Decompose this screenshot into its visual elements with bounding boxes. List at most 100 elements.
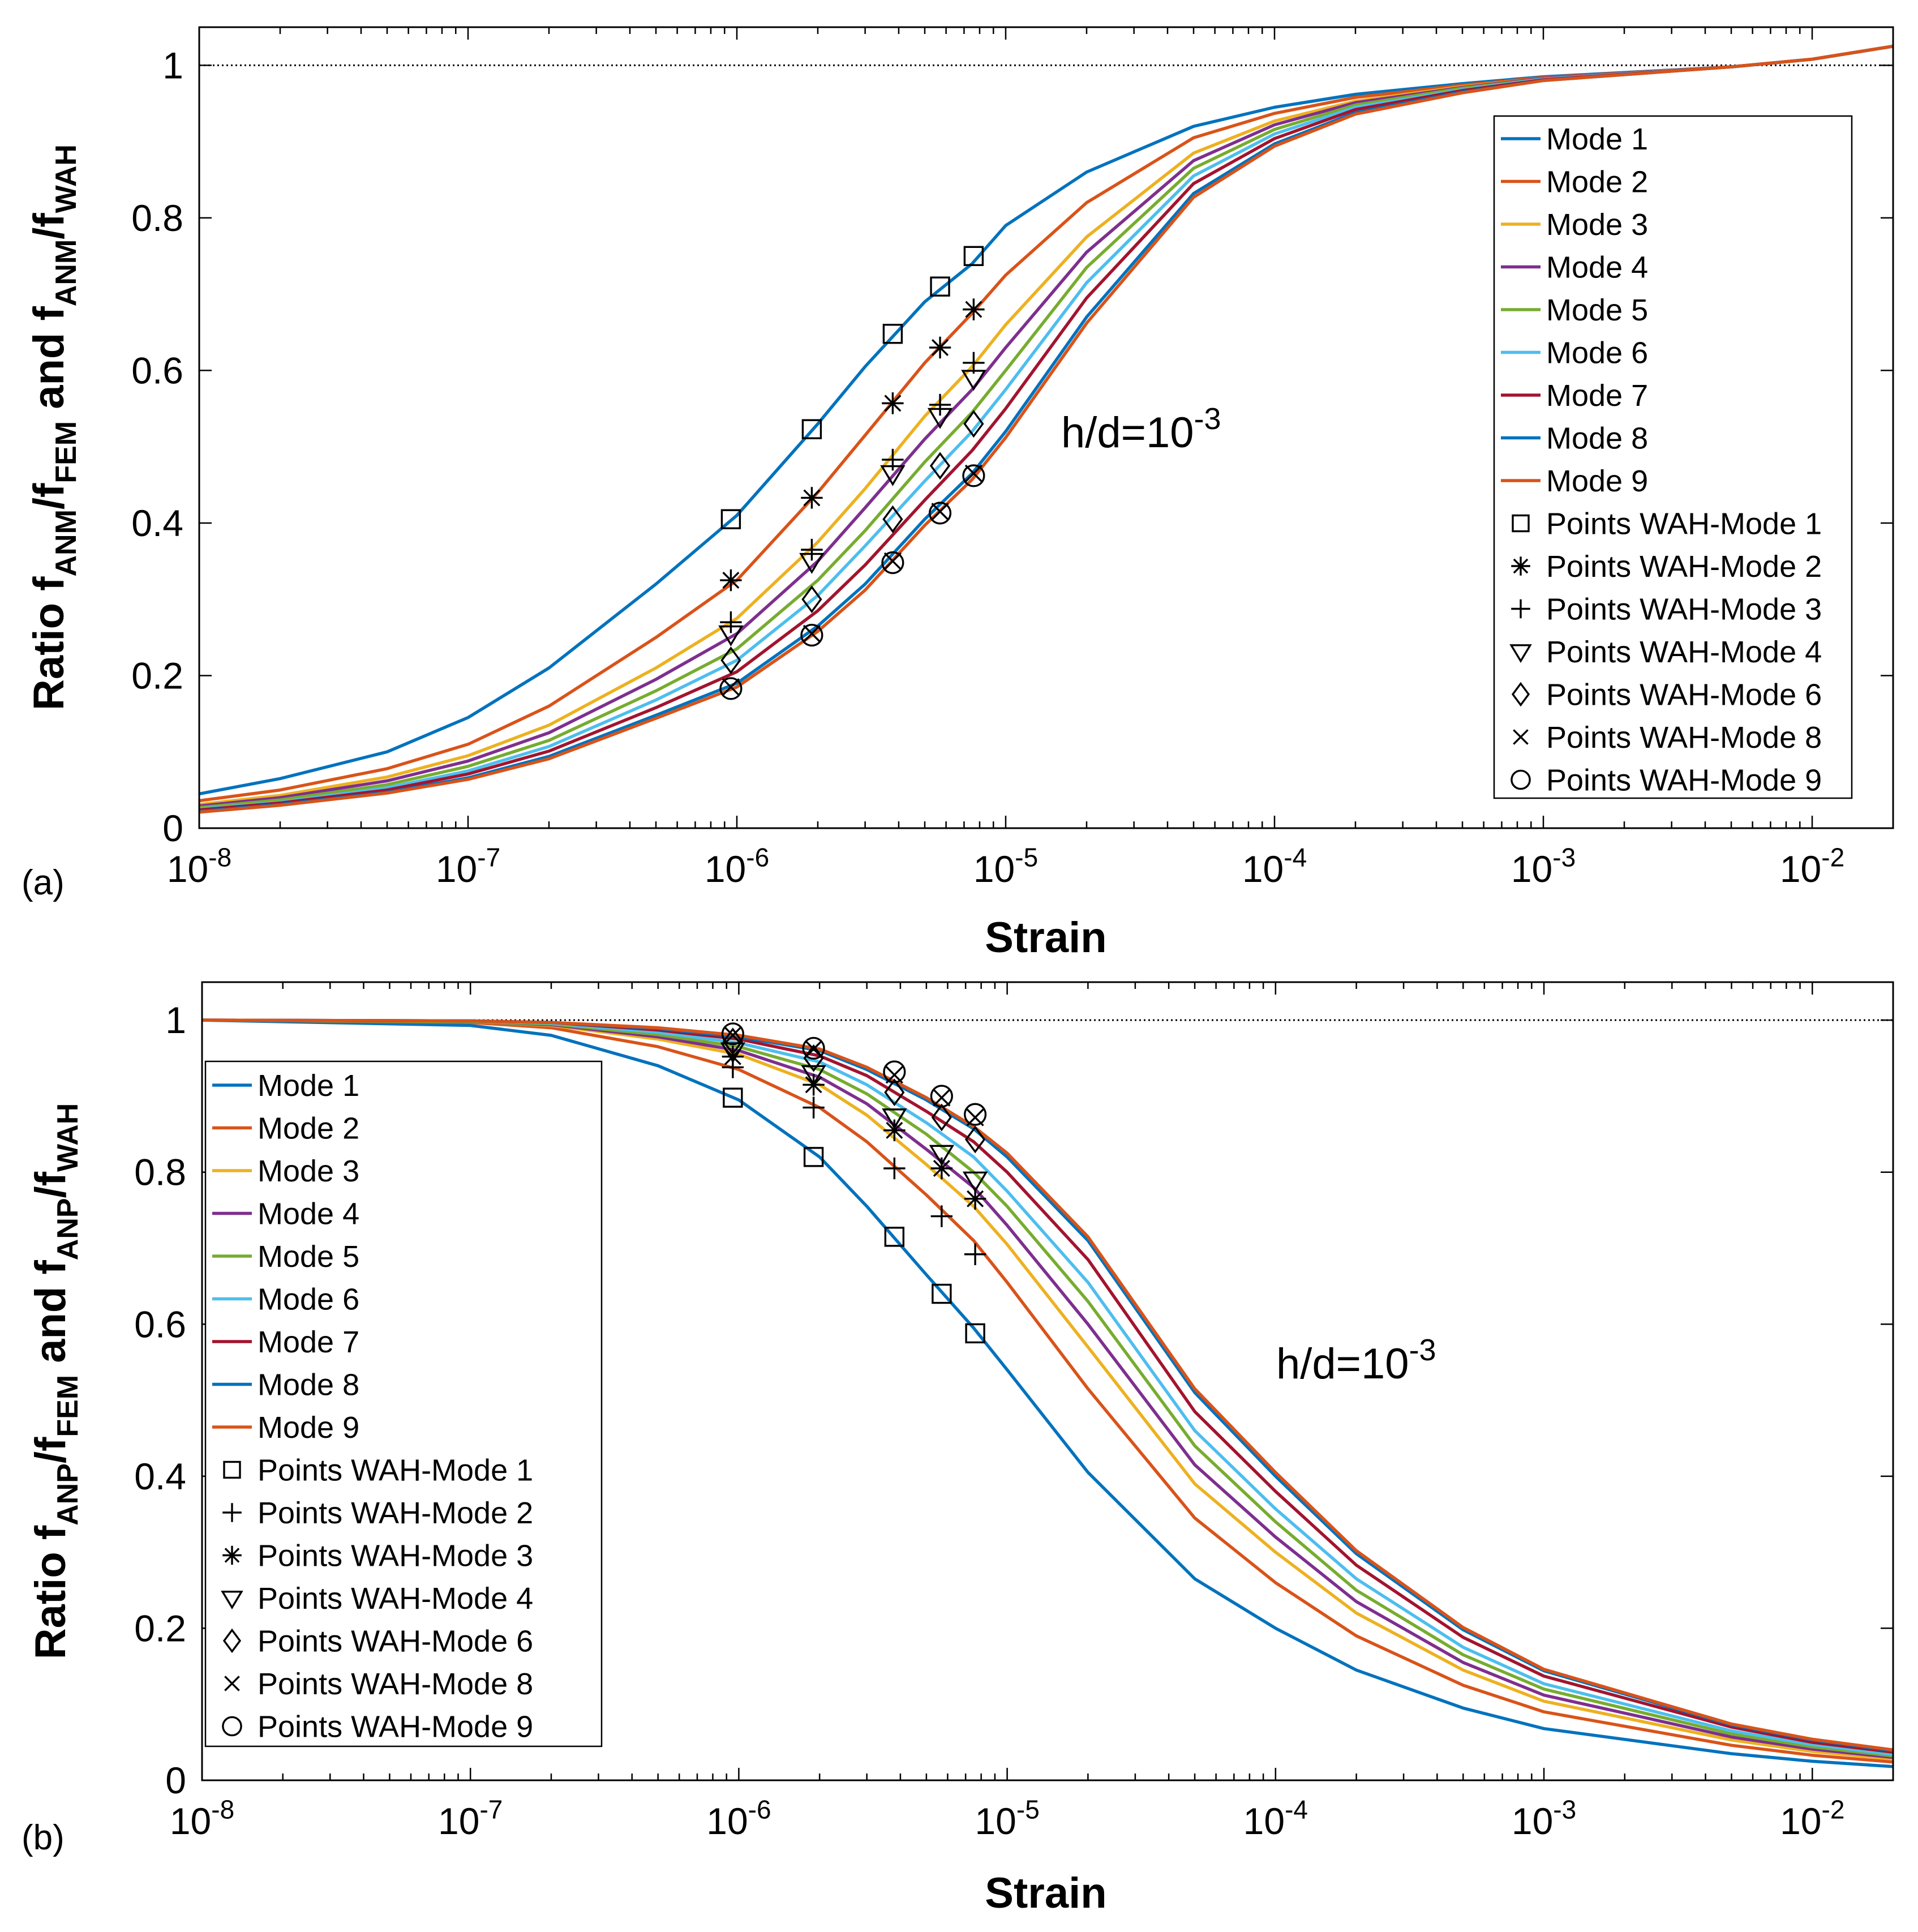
data-point-circle: [930, 1085, 953, 1108]
data-point-square: [884, 1227, 905, 1247]
legend-label: Mode 4: [258, 1197, 359, 1231]
legend-label: Points WAH-Mode 2: [1546, 550, 1822, 584]
data-point-circle: [802, 1036, 825, 1060]
data-point-plus: [803, 1096, 825, 1119]
legend-label: Mode 7: [1546, 379, 1648, 413]
legend-label: Points WAH-Mode 6: [1546, 678, 1822, 712]
y-tick-label: 1: [162, 44, 183, 86]
data-point-circle: [800, 623, 823, 647]
data-point-circle: [881, 551, 904, 575]
x-tick-label: 10-6: [705, 842, 769, 890]
legend-label: Points WAH-Mode 1: [1546, 507, 1822, 541]
axis-ticks: [198, 27, 1894, 829]
data-point-diamond: [720, 646, 741, 674]
series-line-mode-3: [202, 1018, 1893, 1761]
data-point-diamond: [882, 505, 903, 533]
data-point-asterisk: [722, 1046, 744, 1068]
data-point-diamond: [722, 1027, 743, 1056]
x-tick-label: 10-7: [438, 1794, 503, 1842]
chart-panel-b: 0 0.2 0.4 0.6 0.8 1 10-8 10-7 10-6 10-5 10-4 10-3 10…: [22, 981, 1894, 1917]
data-point-diamond: [929, 452, 951, 480]
data-point-diamond: [801, 585, 822, 614]
data-point-triangle-down: [927, 408, 953, 429]
legend-marker-x: [224, 1676, 240, 1691]
marker-points: [720, 1022, 988, 1344]
legend-marker-asterisk: [1511, 556, 1530, 576]
data-point-plus: [883, 1157, 906, 1180]
series-lines: [199, 44, 1893, 814]
x-tick-label: 10-2: [1780, 842, 1844, 890]
data-point-square: [930, 276, 950, 297]
legend-label: Mode 9: [258, 1411, 359, 1445]
legend-marker-diamond: [222, 1628, 242, 1653]
y-tick-label: 0.2: [134, 1607, 186, 1649]
data-point-x: [804, 1040, 823, 1058]
legend: Mode 1 Mode 2 Mode 3 Mode 4 Mode 5 Mode 6 Mode…: [1493, 115, 1853, 799]
legend-marker-plus: [222, 1503, 242, 1522]
y-axis-label: Ratio fANP/fFEM and fANP/fWAH: [27, 1103, 84, 1660]
series-line-mode-5: [202, 1018, 1893, 1758]
y-tick-label: 0.8: [134, 1151, 186, 1193]
legend-label: Mode 7: [258, 1325, 359, 1359]
data-point-asterisk: [801, 487, 823, 509]
data-point-triangle-down: [718, 625, 744, 646]
legend-marker-circle: [222, 1716, 242, 1737]
series-line-mode-4: [202, 1018, 1893, 1759]
x-axis-label: Strain: [985, 914, 1106, 962]
series-line-mode-9: [202, 1018, 1893, 1752]
axes-frame: [201, 981, 1894, 1781]
legend-label: Mode 5: [258, 1240, 359, 1274]
data-point-plus: [930, 1205, 953, 1227]
legend-label: Points WAH-Mode 4: [258, 1582, 533, 1616]
data-point-square: [723, 1087, 743, 1108]
x-tick-label: 10-3: [1511, 842, 1576, 890]
marker-points: [718, 246, 986, 700]
legend-label: Mode 3: [258, 1154, 359, 1188]
data-point-square: [720, 509, 741, 529]
x-tick-label: 10-7: [436, 842, 500, 890]
annotation-h-d: h/d=10-3: [1276, 1333, 1436, 1388]
x-tick-label: 10-8: [167, 842, 231, 890]
legend-label: Points WAH-Mode 3: [258, 1539, 533, 1573]
data-point-diamond: [884, 1078, 905, 1107]
data-point-triangle-down: [882, 1108, 907, 1130]
data-point-square: [932, 1283, 952, 1304]
x-tick-label: 10-3: [1512, 1794, 1576, 1842]
legend-label: Points WAH-Mode 3: [1546, 593, 1822, 627]
data-point-plus: [801, 538, 823, 561]
legend-marker-circle: [1511, 769, 1531, 790]
legend-label: Points WAH-Mode 8: [258, 1667, 533, 1701]
y-axis-label: Ratio fANM/fFEM and fANM/fWAH: [25, 144, 83, 710]
y-tick-label: 0.4: [134, 1455, 186, 1497]
legend-label: Points WAH-Mode 9: [258, 1710, 533, 1744]
legend-box: [1493, 115, 1853, 799]
data-point-square: [803, 1147, 824, 1167]
data-point-asterisk: [882, 392, 904, 414]
data-point-triangle-down: [799, 552, 825, 574]
y-tick-label: 0.8: [131, 197, 183, 239]
data-point-diamond: [931, 1103, 952, 1132]
data-point-circle: [719, 677, 743, 700]
panel-label: (b): [22, 1818, 65, 1857]
legend-label: Points WAH-Mode 8: [1546, 721, 1822, 755]
y-tick-label: 0.2: [131, 654, 183, 696]
data-point-triangle-down: [961, 370, 986, 391]
data-point-plus: [929, 393, 951, 416]
legend-marker-x: [1513, 729, 1529, 745]
legend-label: Mode 6: [258, 1283, 359, 1317]
legend-label: Points WAH-Mode 4: [1546, 635, 1822, 669]
legend-marker-diamond: [1511, 682, 1530, 707]
data-point-circle: [721, 1022, 744, 1046]
y-tick-label: 0.6: [134, 1303, 186, 1345]
data-point-triangle-down: [801, 1065, 826, 1086]
data-point-x: [803, 624, 821, 642]
panel-label: (a): [22, 863, 65, 902]
axes-frame: [198, 26, 1894, 829]
data-point-x: [883, 552, 902, 570]
legend-label: Mode 1: [258, 1069, 359, 1103]
legend-marker-plus: [1511, 599, 1530, 619]
chart-panel-a: 0 0.2 0.4 0.6 0.8 1 10-8 10-7 10-6 10-5 10-4 10-3 10…: [22, 26, 1894, 962]
data-point-asterisk: [964, 1188, 986, 1210]
legend-marker-triangle-down: [221, 1591, 243, 1610]
